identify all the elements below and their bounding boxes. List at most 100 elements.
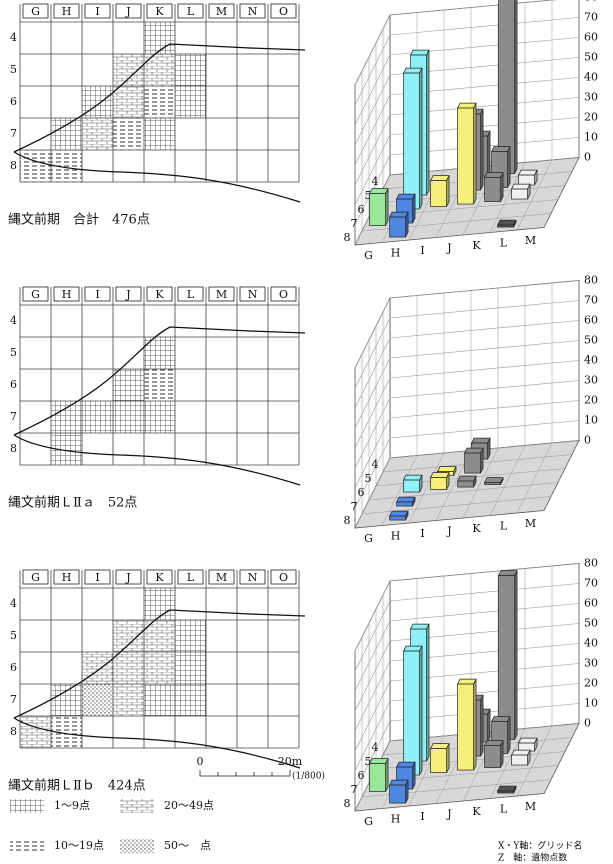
- bar-top: [511, 183, 531, 190]
- bar-top: [471, 437, 491, 444]
- grid-row-label: 6: [10, 378, 17, 391]
- bar-front: [403, 72, 420, 210]
- z-grid-line: [354, 340, 580, 429]
- z-tick-label: 30: [584, 91, 598, 104]
- grid-header-box: [53, 569, 80, 585]
- grid-header-box: [239, 569, 266, 585]
- legend-swatch: [10, 839, 44, 853]
- y-category-label: 8: [344, 514, 351, 527]
- z-tick-label: 70: [584, 577, 598, 590]
- legend-swatch: [10, 799, 44, 813]
- map-cell: [175, 652, 206, 684]
- y-category-label: 6: [358, 486, 365, 499]
- grid-column-label: L: [187, 288, 195, 301]
- bar-side: [426, 49, 430, 196]
- y-category-label: 7: [351, 217, 358, 230]
- z-tick-label: 70: [584, 11, 598, 24]
- bar-front: [430, 477, 447, 490]
- floor-grid: [489, 445, 526, 516]
- floor-grid: [462, 447, 499, 519]
- bar-top: [389, 510, 409, 517]
- bar-top: [403, 67, 423, 74]
- legend-label: 1～9点: [54, 799, 90, 812]
- grid-column-label: H: [62, 288, 72, 301]
- bar-side: [487, 130, 491, 177]
- floor-grid: [516, 159, 553, 231]
- y-category-label: 7: [351, 783, 358, 796]
- bar-top: [403, 474, 423, 481]
- map-cell: [144, 588, 175, 620]
- z-tick-label: 0: [584, 151, 591, 164]
- grid-row-label: 8: [10, 442, 17, 455]
- bar: [457, 475, 477, 488]
- bar: [457, 102, 477, 205]
- bar-front: [389, 216, 406, 238]
- grid-header-box: [53, 3, 80, 19]
- grid-column-label: I: [95, 288, 99, 301]
- bar-top: [498, 570, 518, 576]
- floor-grid: [408, 452, 445, 524]
- bar-side: [385, 188, 389, 226]
- x-category-label: H: [391, 812, 401, 825]
- bar: [511, 749, 531, 766]
- grid-column-label: H: [62, 5, 72, 18]
- z-tick-label: 40: [584, 71, 598, 84]
- bar-top: [410, 623, 430, 630]
- bar: [396, 496, 416, 507]
- floor-grid: [516, 442, 553, 514]
- z-grid-line: [354, 320, 580, 409]
- bar-front: [369, 763, 386, 792]
- bar-side: [514, 570, 518, 740]
- map-cell: [175, 620, 206, 652]
- grid-column-label: G: [31, 571, 40, 584]
- map-cell: [113, 401, 144, 433]
- map-cell: [113, 652, 144, 684]
- z-tick-label: 50: [584, 617, 598, 630]
- map-cell: [144, 652, 175, 684]
- z-tick-label: 10: [584, 414, 598, 427]
- bar: [457, 678, 477, 771]
- grid-column-label: I: [95, 571, 99, 584]
- bar-top: [396, 761, 416, 768]
- z-tick-label: 50: [584, 334, 598, 347]
- bar-top: [518, 169, 538, 176]
- bar-top: [484, 740, 504, 746]
- bar-top: [484, 172, 504, 178]
- map-cell: [82, 652, 113, 684]
- map-cell: [20, 716, 51, 748]
- z-tick-label: 60: [584, 31, 598, 44]
- grid-header-box: [239, 3, 266, 19]
- x-category-label: H: [391, 246, 401, 259]
- z-tick-label: 80: [584, 557, 598, 570]
- bar-top: [457, 102, 477, 109]
- bar-front: [389, 515, 406, 521]
- grid-column-label: M: [216, 571, 227, 584]
- grid-header-box: [208, 3, 235, 19]
- y-category-label: 5: [365, 189, 372, 202]
- grid-row-label: 8: [10, 725, 17, 738]
- bar-front: [457, 107, 474, 205]
- z-tick-label: 20: [584, 394, 598, 407]
- x-category-label: L: [500, 236, 508, 249]
- grid-column-label: M: [216, 5, 227, 18]
- grid-column-label: K: [155, 5, 164, 18]
- bar-front: [497, 790, 514, 794]
- bar-front: [430, 180, 447, 207]
- bar-front: [403, 650, 420, 776]
- bar: [389, 779, 409, 804]
- map-cell: [113, 86, 144, 118]
- grid-column-label: O: [279, 571, 288, 584]
- bar: [518, 737, 538, 752]
- x-category-label: H: [391, 529, 401, 542]
- grid-header-box: [84, 3, 111, 19]
- bar-side: [405, 779, 409, 804]
- grid-header-box: [270, 3, 297, 19]
- grid-column-label: K: [155, 288, 164, 301]
- map-cell: [144, 118, 175, 150]
- grid-column-label: O: [279, 5, 288, 18]
- x-category-label: G: [364, 249, 373, 262]
- grid-header-box: [208, 569, 235, 585]
- bar-top: [410, 49, 430, 56]
- map-cell: [144, 22, 175, 54]
- legend-label: 20～49点: [164, 799, 214, 812]
